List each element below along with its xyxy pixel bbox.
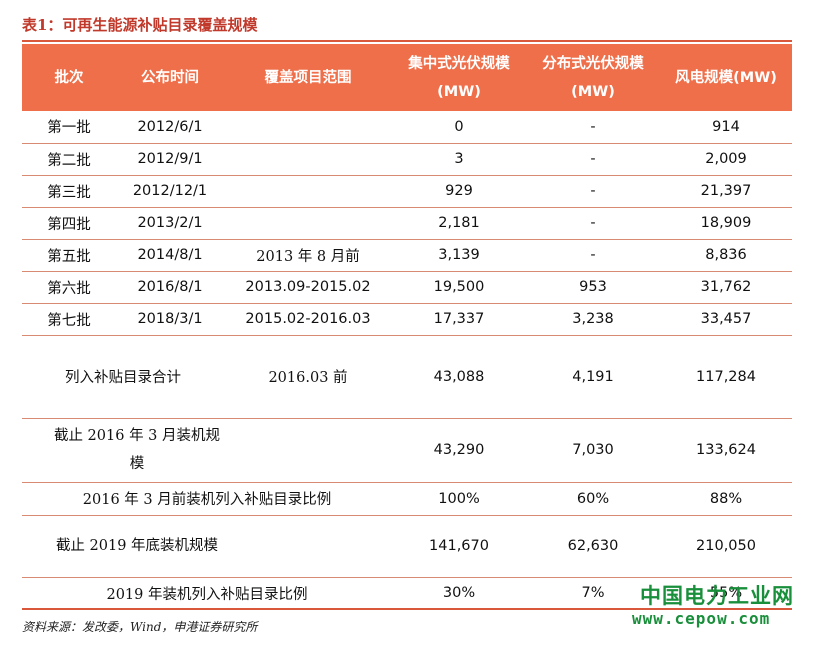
header-date: 公布时间 <box>116 44 224 111</box>
subsidy-table: 批次 公布时间 覆盖项目范围 集中式光伏规模(MW) 分布式光伏规模(MW) 风… <box>22 44 792 610</box>
date-cell: 2012/12/1 <box>116 175 224 208</box>
header-centralized: 集中式光伏规模(MW) <box>392 44 526 111</box>
source-note: 资料来源：发改委，Wind，申港证券研究所 <box>22 620 258 634</box>
centralized-cell: 19,500 <box>392 271 526 304</box>
distributed-cell: 4,191 <box>526 335 660 419</box>
summary-label-text: 截止 2019 年底装机规模 <box>55 538 219 554</box>
watermark-url: www.cepow.com <box>632 609 771 628</box>
table-row: 第二批 2012/9/1 3 - 2,009 <box>22 143 792 176</box>
batch-cell: 第六批 <box>22 271 116 304</box>
batch-cell: 第一批 <box>22 111 116 144</box>
batch-cell: 第五批 <box>22 239 116 272</box>
scope-cell: 2016.03 前 <box>224 335 392 419</box>
summary-label: 列入补贴目录合计 <box>22 335 224 419</box>
distributed-cell: - <box>526 207 660 240</box>
centralized-cell: 43,088 <box>392 335 526 419</box>
centralized-cell: 2,181 <box>392 207 526 240</box>
header-row: 批次 公布时间 覆盖项目范围 集中式光伏规模(MW) 分布式光伏规模(MW) 风… <box>22 44 792 111</box>
scope-cell <box>224 207 392 240</box>
summary-row-list-total: 列入补贴目录合计 2016.03 前 43,088 4,191 117,284 <box>22 335 792 419</box>
wind-cell: 18,909 <box>660 207 792 240</box>
batch-cell: 第七批 <box>22 303 116 336</box>
summary-label-text: 截止 2016 年 3 月装机规模 <box>53 428 221 472</box>
scope-cell: 2015.02-2016.03 <box>224 303 392 336</box>
table-row: 第六批 2016/8/1 2013.09-2015.02 19,500 953 … <box>22 271 792 304</box>
wind-cell: 88% <box>660 482 792 516</box>
summary-row-cap-2016: 截止 2016 年 3 月装机规模 43,290 7,030 133,624 <box>22 418 792 483</box>
batch-cell: 第二批 <box>22 143 116 176</box>
summary-row-cap-2019: 截止 2019 年底装机规模 141,670 62,630 210,050 <box>22 515 792 578</box>
distributed-cell: 3,238 <box>526 303 660 336</box>
wind-cell: 133,624 <box>660 418 792 483</box>
header-batch: 批次 <box>22 44 116 111</box>
wind-cell: 21,397 <box>660 175 792 208</box>
table-row: 第四批 2013/2/1 2,181 - 18,909 <box>22 207 792 240</box>
wind-cell: 210,050 <box>660 515 792 578</box>
distributed-cell: - <box>526 143 660 176</box>
distributed-cell: - <box>526 239 660 272</box>
wind-cell: 33,457 <box>660 303 792 336</box>
header-distributed: 分布式光伏规模(MW) <box>526 44 660 111</box>
centralized-cell: 30% <box>392 577 526 610</box>
date-cell: 2012/6/1 <box>116 111 224 144</box>
centralized-cell: 17,337 <box>392 303 526 336</box>
wind-cell: 2,009 <box>660 143 792 176</box>
scope-cell: 2013 年 8 月前 <box>224 239 392 272</box>
date-cell: 2013/2/1 <box>116 207 224 240</box>
wind-cell: 8,836 <box>660 239 792 272</box>
date-cell: 2014/8/1 <box>116 239 224 272</box>
distributed-cell: - <box>526 111 660 144</box>
centralized-cell: 3,139 <box>392 239 526 272</box>
centralized-cell: 100% <box>392 482 526 516</box>
batch-cell: 第三批 <box>22 175 116 208</box>
scope-cell: 2013.09-2015.02 <box>224 271 392 304</box>
header-wind: 风电规模(MW) <box>660 44 792 111</box>
table-row: 第五批 2014/8/1 2013 年 8 月前 3,139 - 8,836 <box>22 239 792 272</box>
wind-cell: 914 <box>660 111 792 144</box>
centralized-cell: 141,670 <box>392 515 526 578</box>
scope-cell <box>224 175 392 208</box>
centralized-cell: 929 <box>392 175 526 208</box>
distributed-cell: - <box>526 175 660 208</box>
table-row: 第一批 2012/6/1 0 - 914 <box>22 111 792 144</box>
bottom-rule <box>22 608 792 610</box>
summary-label: 截止 2016 年 3 月装机规模 <box>22 418 392 483</box>
date-cell: 2016/8/1 <box>116 271 224 304</box>
wind-cell: 117,284 <box>660 335 792 419</box>
table-row: 第七批 2018/3/1 2015.02-2016.03 17,337 3,23… <box>22 303 792 336</box>
watermark-name: 中国电力工业网 <box>640 584 794 608</box>
title-rule <box>22 40 792 42</box>
summary-label: 2016 年 3 月前装机列入补贴目录比例 <box>22 482 392 516</box>
date-cell: 2018/3/1 <box>116 303 224 336</box>
scope-cell <box>224 143 392 176</box>
centralized-cell: 3 <box>392 143 526 176</box>
centralized-cell: 0 <box>392 111 526 144</box>
distributed-cell: 62,630 <box>526 515 660 578</box>
distributed-cell: 60% <box>526 482 660 516</box>
distributed-cell: 7,030 <box>526 418 660 483</box>
table-title: 表1：可再生能源补贴目录覆盖规模 <box>22 16 258 34</box>
distributed-cell: 953 <box>526 271 660 304</box>
table-row: 第三批 2012/12/1 929 - 21,397 <box>22 175 792 208</box>
centralized-cell: 43,290 <box>392 418 526 483</box>
summary-row-ratio-2016: 2016 年 3 月前装机列入补贴目录比例 100% 60% 88% <box>22 482 792 516</box>
scope-cell <box>224 111 392 144</box>
date-cell: 2012/9/1 <box>116 143 224 176</box>
summary-label: 2019 年装机列入补贴目录比例 <box>22 577 392 610</box>
wind-cell: 55% <box>660 577 792 610</box>
summary-label: 截止 2019 年底装机规模 <box>22 515 392 578</box>
wind-cell: 31,762 <box>660 271 792 304</box>
header-scope: 覆盖项目范围 <box>224 44 392 111</box>
batch-cell: 第四批 <box>22 207 116 240</box>
